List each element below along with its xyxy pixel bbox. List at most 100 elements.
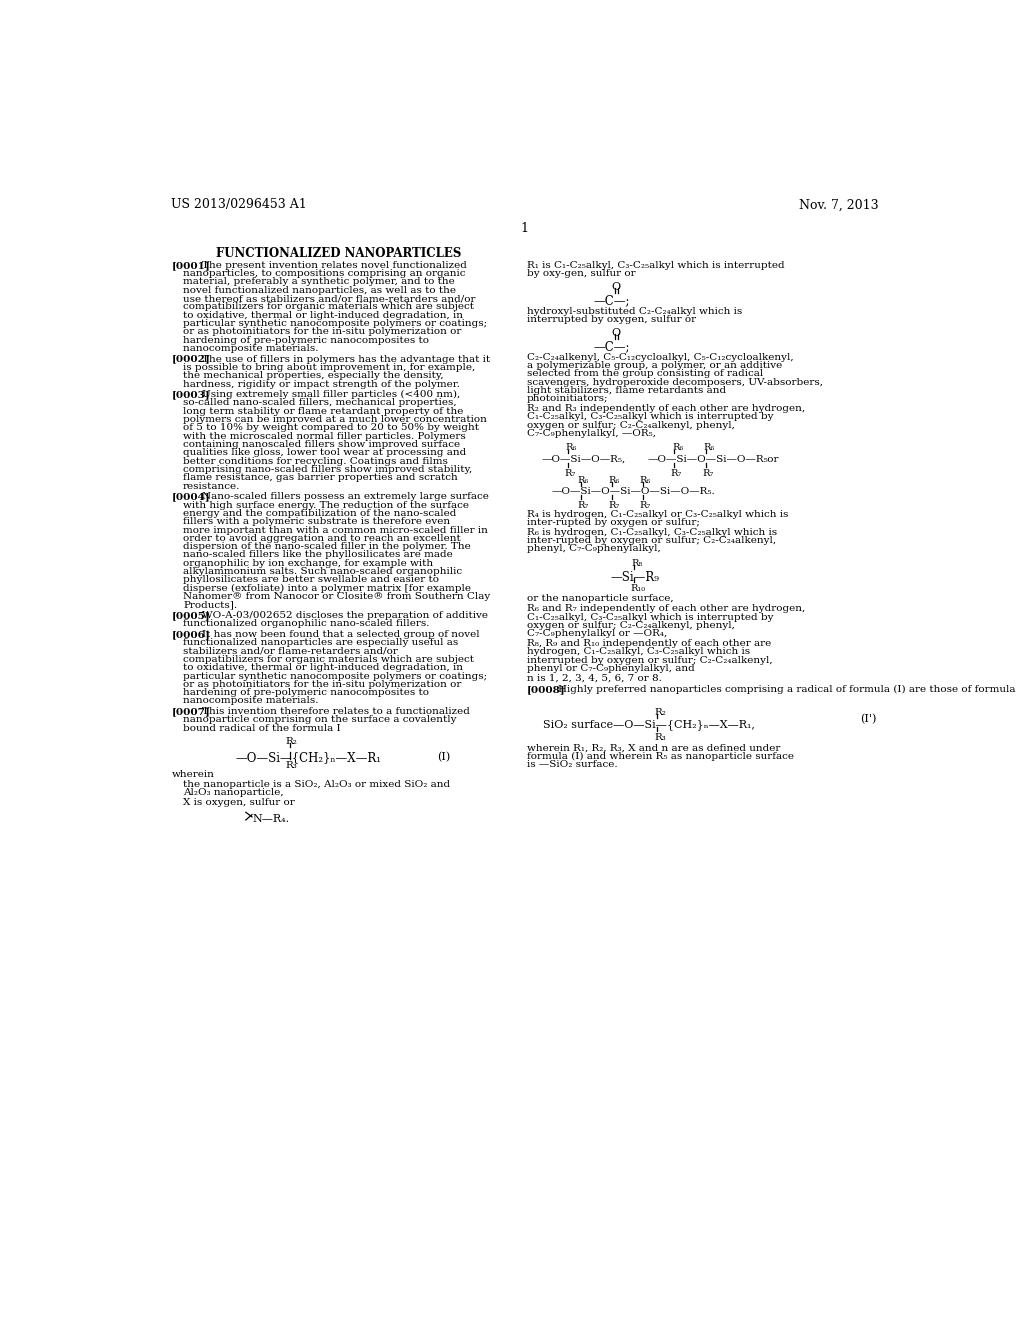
Text: oxygen or sulfur; C₂-C₂₄alkenyl, phenyl,: oxygen or sulfur; C₂-C₂₄alkenyl, phenyl, bbox=[527, 620, 735, 630]
Text: —C—;: —C—; bbox=[593, 341, 630, 354]
Text: [0002]: [0002] bbox=[172, 355, 211, 363]
Text: [0008]: [0008] bbox=[527, 685, 565, 694]
Text: energy and the compatibilization of the nano-scaled: energy and the compatibilization of the … bbox=[183, 510, 457, 517]
Text: of 5 to 10% by weight compared to 20 to 50% by weight: of 5 to 10% by weight compared to 20 to … bbox=[183, 424, 479, 433]
Text: R₇: R₇ bbox=[640, 502, 650, 511]
Text: O: O bbox=[611, 327, 621, 338]
Text: Nano-scaled fillers possess an extremely large surface: Nano-scaled fillers possess an extremely… bbox=[202, 492, 488, 502]
Text: stabilizers and/or flame-retarders and/or: stabilizers and/or flame-retarders and/o… bbox=[183, 647, 398, 656]
Text: [0003]: [0003] bbox=[172, 391, 211, 399]
Text: It has now been found that a selected group of novel: It has now been found that a selected gr… bbox=[202, 630, 479, 639]
Text: with the microscaled normal filler particles. Polymers: with the microscaled normal filler parti… bbox=[183, 432, 466, 441]
Text: R₆ is hydrogen, C₁-C₂₅alkyl, C₃-C₂₅alkyl which is: R₆ is hydrogen, C₁-C₂₅alkyl, C₃-C₂₅alkyl… bbox=[527, 528, 777, 537]
Text: wherein R₁, R₂, R₃, X and n are as defined under: wherein R₁, R₂, R₃, X and n are as defin… bbox=[527, 743, 780, 752]
Text: to oxidative, thermal or light-induced degradation, in: to oxidative, thermal or light-induced d… bbox=[183, 663, 463, 672]
Text: O: O bbox=[611, 282, 621, 292]
Text: functionalized nanoparticles are especially useful as: functionalized nanoparticles are especia… bbox=[183, 639, 459, 647]
Text: formula (I) and wherein R₅ as nanoparticle surface: formula (I) and wherein R₅ as nanopartic… bbox=[527, 752, 795, 760]
Text: hardness, rigidity or impact strength of the polymer.: hardness, rigidity or impact strength of… bbox=[183, 380, 460, 388]
Text: [0007]: [0007] bbox=[172, 708, 211, 717]
Text: hydroxyl-substituted C₂-C₂₄alkyl which is: hydroxyl-substituted C₂-C₂₄alkyl which i… bbox=[527, 306, 742, 315]
Text: R₆: R₆ bbox=[578, 475, 589, 484]
Text: is possible to bring about improvement in, for example,: is possible to bring about improvement i… bbox=[183, 363, 475, 372]
Text: phenyl or C₇-C₉phenylalkyl, and: phenyl or C₇-C₉phenylalkyl, and bbox=[527, 664, 695, 673]
Text: R₆: R₆ bbox=[566, 444, 578, 453]
Text: dispersion of the nano-scaled filler in the polymer. The: dispersion of the nano-scaled filler in … bbox=[183, 543, 471, 552]
Text: particular synthetic nanocomposite polymers or coatings;: particular synthetic nanocomposite polym… bbox=[183, 319, 487, 329]
Text: N—R₄.: N—R₄. bbox=[252, 814, 289, 824]
Text: The use of fillers in polymers has the advantage that it: The use of fillers in polymers has the a… bbox=[202, 355, 489, 363]
Text: R₇: R₇ bbox=[702, 469, 714, 478]
Text: R₇: R₇ bbox=[564, 469, 575, 478]
Text: or the nanoparticle surface,: or the nanoparticle surface, bbox=[527, 594, 674, 603]
Text: Al₂O₃ nanoparticle,: Al₂O₃ nanoparticle, bbox=[183, 788, 284, 797]
Text: nanoparticle comprising on the surface a covalently: nanoparticle comprising on the surface a… bbox=[183, 715, 457, 725]
Text: the nanoparticle is a SiO₂, Al₂O₃ or mixed SiO₂ and: the nanoparticle is a SiO₂, Al₂O₃ or mix… bbox=[183, 780, 451, 788]
Text: US 2013/0296453 A1: US 2013/0296453 A1 bbox=[171, 198, 306, 211]
Text: SiO₂ surface—O—Si—{CH₂}ₙ—X—R₁,: SiO₂ surface—O—Si—{CH₂}ₙ—X—R₁, bbox=[543, 719, 755, 730]
Text: phenyl, C₇-C₉phenylalkyl,: phenyl, C₇-C₉phenylalkyl, bbox=[527, 544, 660, 553]
Text: comprising nano-scaled fillers show improved stability,: comprising nano-scaled fillers show impr… bbox=[183, 465, 472, 474]
Text: with high surface energy. The reduction of the surface: with high surface energy. The reduction … bbox=[183, 500, 469, 510]
Text: oxygen or sulfur; C₂-C₂₄alkenyl, phenyl,: oxygen or sulfur; C₂-C₂₄alkenyl, phenyl, bbox=[527, 421, 735, 430]
Text: R₈: R₈ bbox=[632, 558, 643, 568]
Text: —O—Si—O—Si—O—R₅: —O—Si—O—Si—O—R₅ bbox=[647, 455, 768, 465]
Text: R₆: R₆ bbox=[640, 475, 651, 484]
Text: inter-rupted by oxygen or sulfur; C₂-C₂₄alkenyl,: inter-rupted by oxygen or sulfur; C₂-C₂₄… bbox=[527, 536, 776, 545]
Text: hardening of pre-polymeric nanocomposites to: hardening of pre-polymeric nanocomposite… bbox=[183, 335, 429, 345]
Text: The present invention relates novel functionalized: The present invention relates novel func… bbox=[202, 261, 467, 269]
Text: (I): (I) bbox=[437, 752, 451, 763]
Text: novel functionalized nanoparticles, as well as to the: novel functionalized nanoparticles, as w… bbox=[183, 285, 456, 294]
Text: FUNCTIONALIZED NANOPARTICLES: FUNCTIONALIZED NANOPARTICLES bbox=[216, 247, 462, 260]
Text: wherein: wherein bbox=[172, 770, 215, 779]
Text: qualities like gloss, lower tool wear at processing and: qualities like gloss, lower tool wear at… bbox=[183, 449, 466, 458]
Text: R₂: R₂ bbox=[286, 737, 297, 746]
Text: nano-scaled fillers like the phyllosilicates are made: nano-scaled fillers like the phyllosilic… bbox=[183, 550, 453, 560]
Text: or as photoinitiators for the in-situ polymerization or: or as photoinitiators for the in-situ po… bbox=[183, 327, 462, 337]
Text: Products].: Products]. bbox=[183, 601, 238, 610]
Text: interrupted by oxygen, sulfur or: interrupted by oxygen, sulfur or bbox=[527, 315, 696, 323]
Text: C₂-C₂₄alkenyl, C₅-C₁₂cycloalkyl, C₅-C₁₂cycloalkenyl,: C₂-C₂₄alkenyl, C₅-C₁₂cycloalkyl, C₅-C₁₂c… bbox=[527, 352, 794, 362]
Text: by oxy-gen, sulfur or: by oxy-gen, sulfur or bbox=[527, 269, 636, 279]
Text: containing nanoscaled fillers show improved surface: containing nanoscaled fillers show impro… bbox=[183, 440, 460, 449]
Text: phyllosilicates are better swellable and easier to: phyllosilicates are better swellable and… bbox=[183, 576, 439, 585]
Text: (I'): (I') bbox=[860, 714, 877, 725]
Text: photoinitiators;: photoinitiators; bbox=[527, 395, 608, 403]
Text: use thereof as stabilizers and/or flame-retarders and/or: use thereof as stabilizers and/or flame-… bbox=[183, 294, 475, 304]
Text: light stabilizers, flame retardants and: light stabilizers, flame retardants and bbox=[527, 385, 726, 395]
Text: R₆: R₆ bbox=[608, 475, 620, 484]
Text: R₇: R₇ bbox=[578, 502, 589, 511]
Text: —O—Si—O—Si—O—Si—O—R₅.: —O—Si—O—Si—O—Si—O—R₅. bbox=[552, 487, 716, 496]
Text: fillers with a polymeric substrate is therefore even: fillers with a polymeric substrate is th… bbox=[183, 517, 451, 527]
Text: R₆: R₆ bbox=[672, 444, 683, 453]
Text: or: or bbox=[764, 455, 778, 465]
Text: WO-A-03/002652 discloses the preparation of additive: WO-A-03/002652 discloses the preparation… bbox=[202, 611, 487, 620]
Text: —O—Si—{CH₂}ₙ—X—R₁: —O—Si—{CH₂}ₙ—X—R₁ bbox=[236, 751, 382, 764]
Text: Nov. 7, 2013: Nov. 7, 2013 bbox=[800, 198, 879, 211]
Text: 1: 1 bbox=[521, 222, 528, 235]
Text: or as photoinitiators for the in-situ polymerization or: or as photoinitiators for the in-situ po… bbox=[183, 680, 462, 689]
Text: C₁-C₂₅alkyl, C₃-C₂₅alkyl which is interrupted by: C₁-C₂₅alkyl, C₃-C₂₅alkyl which is interr… bbox=[527, 412, 773, 421]
Text: interrupted by oxygen or sulfur; C₂-C₂₄alkenyl,: interrupted by oxygen or sulfur; C₂-C₂₄a… bbox=[527, 656, 773, 665]
Text: R₆: R₆ bbox=[703, 444, 715, 453]
Text: R₁₀: R₁₀ bbox=[630, 585, 645, 594]
Text: C₇-C₉phenylalkyl, —OR₅,: C₇-C₉phenylalkyl, —OR₅, bbox=[527, 429, 656, 438]
Text: nanocomposite materials.: nanocomposite materials. bbox=[183, 697, 318, 705]
Text: long term stability or flame retardant property of the: long term stability or flame retardant p… bbox=[183, 407, 464, 416]
Text: organophilic by ion exchange, for example with: organophilic by ion exchange, for exampl… bbox=[183, 558, 433, 568]
Text: selected from the group consisting of radical: selected from the group consisting of ra… bbox=[527, 370, 763, 379]
Text: R₇: R₇ bbox=[608, 502, 620, 511]
Text: compatibilizers for organic materials which are subject: compatibilizers for organic materials wh… bbox=[183, 302, 474, 312]
Text: n is 1, 2, 3, 4, 5, 6, 7 or 8.: n is 1, 2, 3, 4, 5, 6, 7 or 8. bbox=[527, 673, 662, 682]
Text: C₇-C₉phenylalkyl or —OR₄,: C₇-C₉phenylalkyl or —OR₄, bbox=[527, 630, 668, 638]
Text: a polymerizable group, a polymer, or an additive: a polymerizable group, a polymer, or an … bbox=[527, 360, 782, 370]
Text: X is oxygen, sulfur or: X is oxygen, sulfur or bbox=[183, 797, 295, 807]
Text: R₄ is hydrogen, C₁-C₂₅alkyl or C₃-C₂₅alkyl which is: R₄ is hydrogen, C₁-C₂₅alkyl or C₃-C₂₅alk… bbox=[527, 510, 788, 519]
Text: better conditions for recycling. Coatings and films: better conditions for recycling. Coating… bbox=[183, 457, 447, 466]
Text: C₁-C₂₅alkyl, C₃-C₂₅alkyl which is interrupted by: C₁-C₂₅alkyl, C₃-C₂₅alkyl which is interr… bbox=[527, 612, 773, 622]
Text: R₂: R₂ bbox=[654, 708, 666, 717]
Text: nanocomposite materials.: nanocomposite materials. bbox=[183, 345, 318, 352]
Text: Using extremely small filler particles (<400 nm),: Using extremely small filler particles (… bbox=[202, 391, 460, 399]
Text: functionalized organophilic nano-scaled fillers.: functionalized organophilic nano-scaled … bbox=[183, 619, 429, 628]
Text: is —SiO₂ surface.: is —SiO₂ surface. bbox=[527, 760, 617, 770]
